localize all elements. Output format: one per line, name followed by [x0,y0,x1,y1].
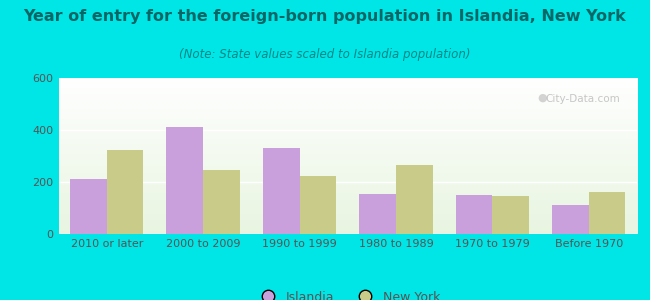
Legend: Islandia, New York: Islandia, New York [250,286,445,300]
Bar [203,170,240,234]
Bar [70,179,107,234]
Text: ●: ● [538,93,547,103]
Bar [396,165,433,234]
Text: Year of entry for the foreign-born population in Islandia, New York: Year of entry for the foreign-born popul… [23,9,627,24]
Bar [300,176,336,234]
Bar [263,148,300,234]
Bar [493,196,529,234]
Bar [166,128,203,234]
Bar [107,149,144,234]
Bar [359,194,396,234]
Text: City-Data.com: City-Data.com [545,94,619,103]
Text: (Note: State values scaled to Islandia population): (Note: State values scaled to Islandia p… [179,48,471,61]
Bar [456,195,493,234]
Bar [589,192,625,234]
Bar [552,206,589,234]
